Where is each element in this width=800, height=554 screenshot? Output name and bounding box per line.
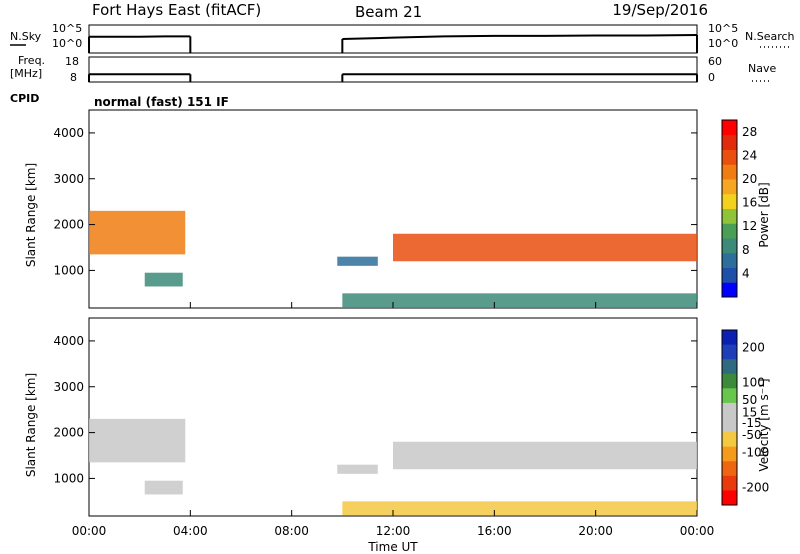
vel-cbar-swatch-4 (722, 388, 737, 404)
nsearch-tick-bottom: 10^0 (708, 37, 738, 50)
power-echo-band-1 (144, 272, 183, 287)
nsky-tick-top: 10^5 (52, 22, 82, 35)
power-cbar-swatch-1 (722, 267, 737, 283)
power-colorbar: 4 8 12 16 20 24 28 (721, 119, 757, 298)
vel-cbar-tick-5: -50 (742, 428, 762, 442)
power-cbar-swatch-6 (722, 193, 737, 209)
vel-cbar-swatch-5 (722, 402, 737, 418)
vel-cbar-tick-0: 200 (742, 341, 765, 355)
xtick-label-1: 04:00 (173, 524, 208, 538)
vel-cbar-swatch-2 (722, 359, 737, 375)
vel-cbar-swatch-3 (722, 373, 737, 389)
xtick-label-5: 20:00 (578, 524, 613, 538)
vel-cbar-tick-7: -200 (742, 481, 769, 495)
power-cbar-swatch-2 (722, 252, 737, 268)
line-series-0-1 (342, 34, 698, 40)
velocity-ytick-label-4000: 4000 (53, 334, 84, 348)
date-title: 19/Sep/2016 (612, 1, 708, 19)
velocity-colorbar-label: Velocity [m s⁻¹] (757, 378, 771, 471)
station-title: Fort Hays East (fitACF) (92, 1, 261, 19)
power-colorbar-label: Power [dB] (757, 182, 771, 247)
power-cbar-swatch-10 (722, 134, 737, 150)
xtick-label-4: 16:00 (477, 524, 512, 538)
nsky-label: N.Sky (10, 30, 42, 43)
power-cbar-tick-2: 12 (742, 219, 757, 233)
nsearch-label: N.Search (745, 30, 795, 43)
power-cbar-swatch-4 (722, 223, 737, 239)
xtick-label-0: 00:00 (72, 524, 107, 538)
power-cbar-tick-0: 4 (742, 266, 750, 280)
power-cbar-tick-4: 20 (742, 172, 757, 186)
power-cbar-tick-1: 8 (742, 243, 750, 257)
velocity-echo-band-2 (337, 464, 378, 474)
vel-cbar-swatch-6 (722, 417, 737, 433)
power-cbar-swatch-5 (722, 208, 737, 224)
vel-cbar-swatch-1 (722, 344, 737, 360)
vel-cbar-swatch-10 (722, 475, 737, 491)
power-ytick-label-4000: 4000 (53, 126, 84, 140)
power-echo-band-0 (89, 210, 186, 255)
power-cbar-tick-5: 24 (742, 148, 757, 162)
power-ytick-label-2000: 2000 (53, 218, 84, 232)
nsky-panel-frame (88, 24, 698, 54)
vel-cbar-swatch-11 (722, 490, 737, 506)
vel-cbar-frame (721, 329, 738, 506)
velocity-ytick-label-1000: 1000 (53, 471, 84, 485)
power-cbar-swatch-7 (722, 179, 737, 195)
vel-cbar-tick-3: 15 (742, 405, 757, 419)
power-echo-band-2 (337, 256, 378, 266)
beam-title: Beam 21 (355, 3, 422, 21)
power-ytick-label-1000: 1000 (53, 263, 84, 277)
vel-cbar-swatch-8 (722, 446, 737, 462)
cpid-label: CPID (10, 92, 39, 105)
power-cbar-frame (721, 119, 738, 298)
power-cbar-swatch-3 (722, 238, 737, 254)
velocity-echo-band-0 (89, 418, 186, 463)
vel-cbar-tick-1: 100 (742, 376, 765, 390)
chart-marks: 1000 2000 3000 4000 1000 2000 3000 4000 00:00 04:… (53, 34, 715, 538)
power-cbar-swatch-9 (722, 149, 737, 165)
velocity-echo-band-4 (342, 501, 697, 516)
nsearch-tick-top: 10^5 (708, 22, 738, 35)
velocity-echo-band-1 (144, 480, 183, 495)
power-cbar-tick-6: 28 (742, 125, 757, 139)
power-ylabel: Slant Range [km] (24, 163, 38, 267)
velocity-ytick-label-2000: 2000 (53, 426, 84, 440)
power-cbar-tick-3: 16 (742, 196, 757, 210)
xtick-label-6: 00:00 (680, 524, 715, 538)
vel-cbar-tick-4: -15 (742, 416, 762, 430)
freq-tick-top: 18 (65, 55, 79, 68)
velocity-ylabel: Slant Range [km] (24, 373, 38, 477)
vel-cbar-swatch-9 (722, 461, 737, 477)
nave-label: Nave (748, 62, 776, 75)
freq-tick-bottom: 8 (70, 71, 77, 84)
freq-label-1: Freq. (18, 54, 45, 67)
vel-cbar-tick-6: -100 (742, 446, 769, 460)
power-ytick-label-3000: 3000 (53, 172, 84, 186)
power-echo-band-3 (393, 233, 697, 262)
vel-cbar-swatch-7 (722, 432, 737, 448)
power-cbar-swatch-11 (722, 120, 737, 136)
nsky-tick-bottom: 10^0 (52, 37, 82, 50)
xtick-label-2: 08:00 (274, 524, 309, 538)
nave-tick-top: 60 (708, 55, 722, 68)
xtick-label-3: 12:00 (376, 524, 411, 538)
freq-label-2: [MHz] (10, 67, 42, 80)
velocity-echo-band-3 (393, 441, 697, 470)
xaxis-title: Time UT (367, 540, 418, 554)
vel-cbar-swatch-0 (722, 330, 737, 346)
vel-cbar-tick-2: 50 (742, 393, 757, 407)
power-cbar-swatch-0 (722, 282, 737, 298)
nave-tick-bottom: 0 (708, 71, 715, 84)
freq-panel-frame (88, 56, 698, 83)
velocity-ytick-label-3000: 3000 (53, 380, 84, 394)
power-echo-band-4 (342, 293, 697, 308)
mode-label: normal (fast) 151 IF (94, 95, 229, 109)
power-cbar-swatch-8 (722, 164, 737, 180)
